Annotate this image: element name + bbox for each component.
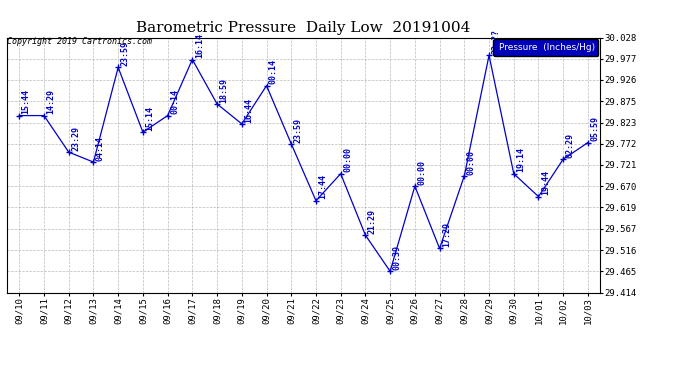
Text: 05:59: 05:59 (591, 116, 600, 141)
Text: 19:44: 19:44 (541, 170, 550, 195)
Text: 00:14: 00:14 (269, 59, 278, 84)
Text: 04:14: 04:14 (96, 136, 105, 161)
Text: 21:29: 21:29 (368, 209, 377, 234)
Text: 00:39: 00:39 (393, 245, 402, 270)
Text: 23:29: 23:29 (71, 126, 80, 151)
Text: 00:00: 00:00 (343, 147, 352, 172)
Text: 17:29: 17:29 (442, 222, 451, 247)
Legend: Pressure  (Inches/Hg): Pressure (Inches/Hg) (493, 39, 598, 56)
Text: 23:59: 23:59 (121, 41, 130, 66)
Text: 15:44: 15:44 (22, 89, 31, 114)
Text: 15:14: 15:14 (146, 106, 155, 131)
Text: 16:44: 16:44 (244, 98, 253, 123)
Text: 16:14: 16:14 (195, 33, 204, 58)
Text: 14:29: 14:29 (46, 89, 55, 114)
Text: 23:59: 23:59 (294, 118, 303, 142)
Text: 00:14: 00:14 (170, 89, 179, 114)
Text: 00:00: 00:00 (466, 150, 476, 174)
Text: 00:00: 00:00 (417, 160, 426, 185)
Text: 02:29: 02:29 (566, 133, 575, 158)
Text: Copyright 2019 Cartronics.com: Copyright 2019 Cartronics.com (7, 38, 152, 46)
Title: Barometric Pressure  Daily Low  20191004: Barometric Pressure Daily Low 20191004 (137, 21, 471, 35)
Text: 23:??: 23:?? (491, 29, 500, 54)
Text: 18:59: 18:59 (219, 78, 228, 103)
Text: 17:44: 17:44 (318, 174, 328, 200)
Text: 19:14: 19:14 (516, 147, 525, 172)
